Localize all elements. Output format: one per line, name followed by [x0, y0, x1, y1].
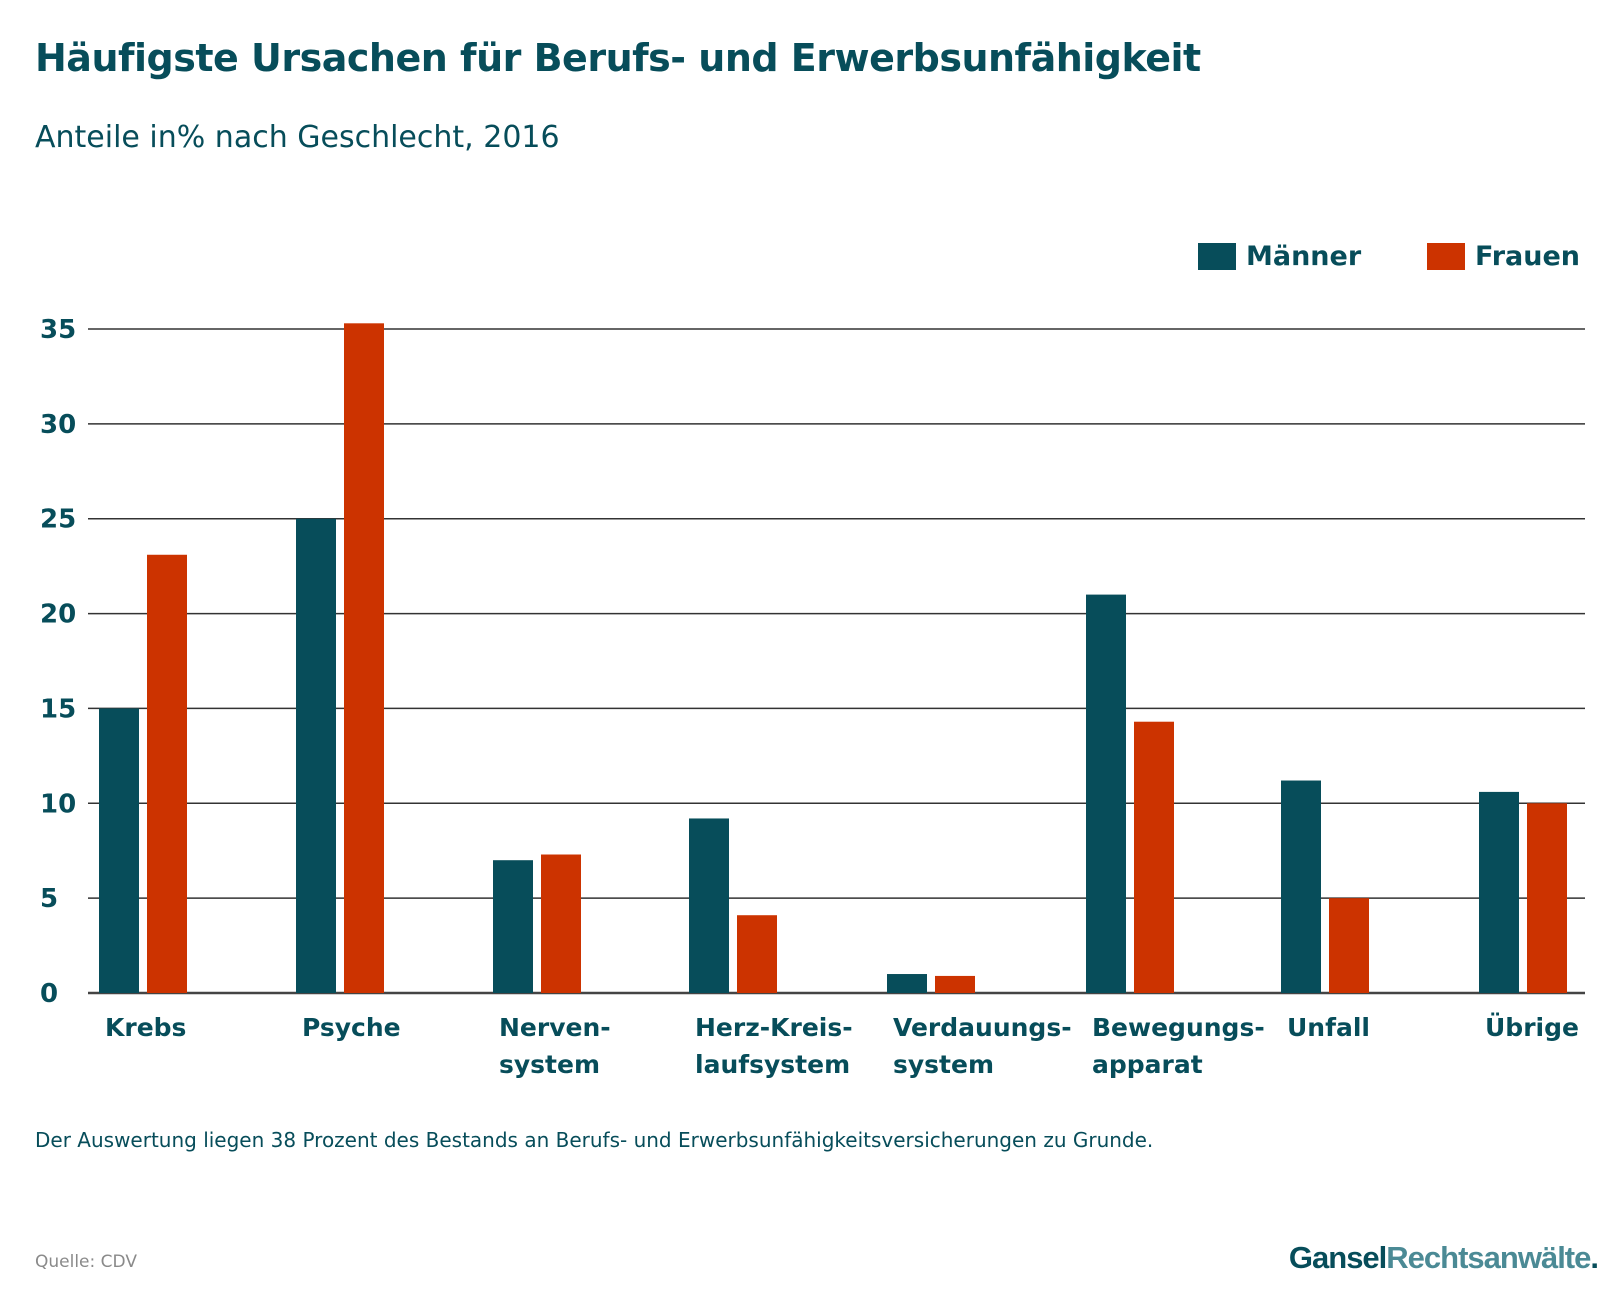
logo-part-1: Gansel — [1288, 1240, 1387, 1275]
bar-maenner-7 — [1479, 791, 1519, 993]
category-label-3-1: laufsystem — [695, 1050, 850, 1079]
bar-frauen-3 — [737, 915, 777, 993]
category-label-5-0: Bewegungs- — [1092, 1013, 1265, 1042]
brand-logo: GanselRechtsanwälte. — [1288, 1240, 1599, 1276]
legend-label-maenner: Männer — [1246, 240, 1362, 272]
bar-frauen-0 — [147, 554, 187, 993]
logo-part-3: . — [1590, 1240, 1599, 1275]
y-tick-label-10: 10 — [40, 789, 76, 819]
bar-maenner-6 — [1281, 780, 1321, 993]
bar-maenner-3 — [689, 818, 729, 993]
y-tick-label-15: 15 — [40, 694, 76, 724]
bar-maenner-5 — [1086, 594, 1126, 993]
bar-frauen-2 — [541, 854, 581, 993]
chart-subtitle: Anteile in% nach Geschlecht, 2016 — [35, 120, 560, 155]
bar-frauen-7 — [1527, 803, 1567, 993]
bar-maenner-4 — [887, 974, 927, 993]
legend-swatch-maenner — [1198, 242, 1236, 270]
bar-frauen-4 — [935, 975, 975, 993]
bar-frauen-6 — [1329, 898, 1369, 993]
category-label-4-0: Verdauungs- — [893, 1013, 1072, 1042]
legend-item-frauen: Frauen — [1427, 236, 1580, 276]
bar-maenner-0 — [99, 708, 139, 993]
chart-title: Häufigste Ursachen für Berufs- und Erwer… — [35, 36, 1201, 80]
y-tick-label-5: 5 — [40, 884, 58, 914]
legend-label-frauen: Frauen — [1475, 240, 1581, 272]
y-tick-label-30: 30 — [40, 410, 76, 440]
logo-part-2: Rechtsanwälte — [1386, 1240, 1591, 1275]
bar-chart: 0 5 10 15 20 25 30 35 Krebs Psyche Nerven-system He… — [40, 315, 1585, 1079]
footnote: Der Auswertung liegen 38 Prozent des Bes… — [35, 1128, 1154, 1152]
category-label-1-0: Psyche — [302, 1013, 401, 1042]
y-tick-label-0: 0 — [40, 979, 58, 1009]
category-label-6-0: Unfall — [1287, 1013, 1370, 1042]
legend-item-maenner: Männer — [1198, 236, 1361, 276]
y-tick-label-20: 20 — [40, 600, 76, 630]
category-label-2-0: Nerven- — [499, 1013, 611, 1042]
category-label-0-0: Krebs — [105, 1013, 186, 1042]
category-label-7-0: Übrige — [1485, 1012, 1579, 1042]
bar-frauen-1 — [344, 323, 384, 993]
y-tick-label-25: 25 — [40, 505, 76, 535]
bar-maenner-1 — [296, 518, 336, 993]
source-note: Quelle: CDV — [35, 1252, 137, 1272]
legend-swatch-frauen — [1427, 242, 1465, 270]
category-label-2-1: system — [499, 1050, 600, 1079]
bar-frauen-5 — [1134, 721, 1174, 993]
y-tick-label-35: 35 — [40, 315, 76, 345]
category-label-3-0: Herz-Kreis- — [695, 1013, 853, 1042]
category-label-4-1: system — [893, 1050, 994, 1079]
category-label-5-1: apparat — [1092, 1050, 1203, 1079]
bar-maenner-2 — [493, 860, 533, 993]
